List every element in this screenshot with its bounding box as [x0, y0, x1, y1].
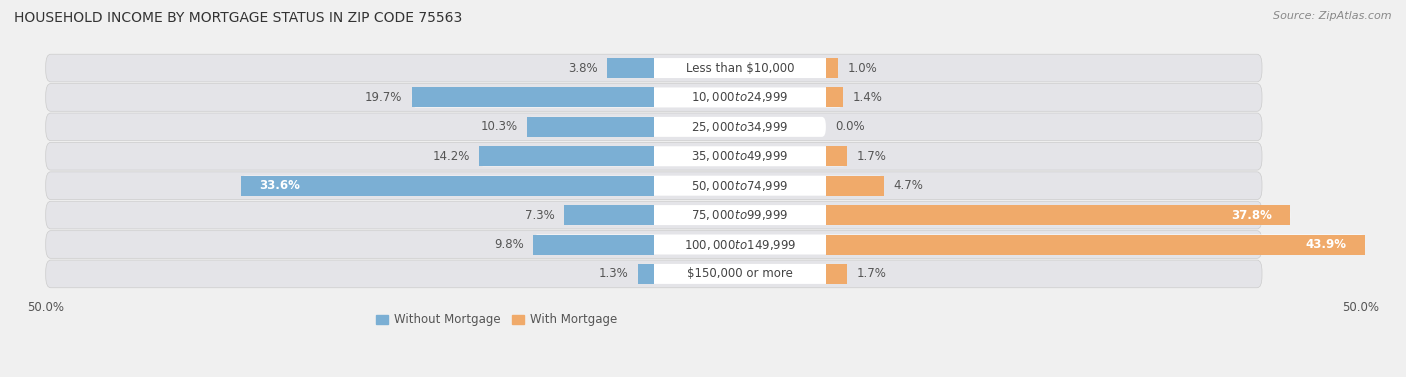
FancyBboxPatch shape — [46, 231, 1263, 258]
Bar — [825, 146, 846, 166]
FancyBboxPatch shape — [527, 117, 825, 137]
Text: $10,000 to $24,999: $10,000 to $24,999 — [692, 90, 789, 104]
FancyBboxPatch shape — [564, 205, 1291, 225]
Text: 1.7%: 1.7% — [856, 267, 886, 280]
Text: 7.3%: 7.3% — [524, 208, 554, 222]
Bar — [607, 58, 654, 78]
Text: 1.3%: 1.3% — [599, 267, 628, 280]
Text: $75,000 to $99,999: $75,000 to $99,999 — [692, 208, 789, 222]
FancyBboxPatch shape — [46, 84, 1263, 111]
Text: $150,000 or more: $150,000 or more — [688, 267, 793, 280]
FancyBboxPatch shape — [412, 87, 844, 107]
Text: 1.0%: 1.0% — [848, 61, 877, 75]
FancyBboxPatch shape — [46, 113, 1263, 141]
FancyBboxPatch shape — [46, 201, 1263, 229]
FancyBboxPatch shape — [46, 143, 1263, 170]
Legend: Without Mortgage, With Mortgage: Without Mortgage, With Mortgage — [371, 309, 621, 331]
Bar — [564, 205, 654, 225]
Text: 19.7%: 19.7% — [364, 91, 402, 104]
Text: 0.0%: 0.0% — [835, 120, 865, 133]
FancyBboxPatch shape — [46, 172, 1263, 199]
Text: HOUSEHOLD INCOME BY MORTGAGE STATUS IN ZIP CODE 75563: HOUSEHOLD INCOME BY MORTGAGE STATUS IN Z… — [14, 11, 463, 25]
Text: $100,000 to $149,999: $100,000 to $149,999 — [683, 238, 796, 251]
Bar — [825, 205, 1291, 225]
FancyBboxPatch shape — [46, 54, 1263, 82]
Text: $50,000 to $74,999: $50,000 to $74,999 — [692, 179, 789, 193]
Bar — [825, 87, 844, 107]
Text: $25,000 to $34,999: $25,000 to $34,999 — [692, 120, 789, 134]
Text: 33.6%: 33.6% — [260, 179, 301, 192]
Text: 37.8%: 37.8% — [1232, 208, 1272, 222]
Bar — [825, 58, 838, 78]
FancyBboxPatch shape — [638, 264, 846, 284]
Bar — [825, 234, 1365, 254]
Text: 43.9%: 43.9% — [1306, 238, 1347, 251]
Bar — [825, 176, 883, 196]
Bar — [825, 264, 846, 284]
Bar — [533, 234, 654, 254]
FancyBboxPatch shape — [479, 146, 846, 166]
FancyBboxPatch shape — [533, 234, 1365, 254]
Bar — [527, 117, 654, 137]
Text: 50.0%: 50.0% — [1341, 301, 1379, 314]
Text: Source: ZipAtlas.com: Source: ZipAtlas.com — [1274, 11, 1392, 21]
Text: 9.8%: 9.8% — [494, 238, 523, 251]
Bar — [412, 87, 654, 107]
Text: 1.4%: 1.4% — [853, 91, 883, 104]
FancyBboxPatch shape — [607, 58, 838, 78]
FancyBboxPatch shape — [46, 260, 1263, 288]
FancyBboxPatch shape — [240, 176, 883, 196]
Text: 4.7%: 4.7% — [893, 179, 924, 192]
Text: 3.8%: 3.8% — [568, 61, 598, 75]
Text: Less than $10,000: Less than $10,000 — [686, 61, 794, 75]
Text: 1.7%: 1.7% — [856, 150, 886, 163]
Bar — [479, 146, 654, 166]
Text: 10.3%: 10.3% — [481, 120, 517, 133]
Text: 50.0%: 50.0% — [27, 301, 65, 314]
Bar — [638, 264, 654, 284]
Text: $35,000 to $49,999: $35,000 to $49,999 — [692, 149, 789, 163]
Bar — [240, 176, 654, 196]
Text: 14.2%: 14.2% — [432, 150, 470, 163]
